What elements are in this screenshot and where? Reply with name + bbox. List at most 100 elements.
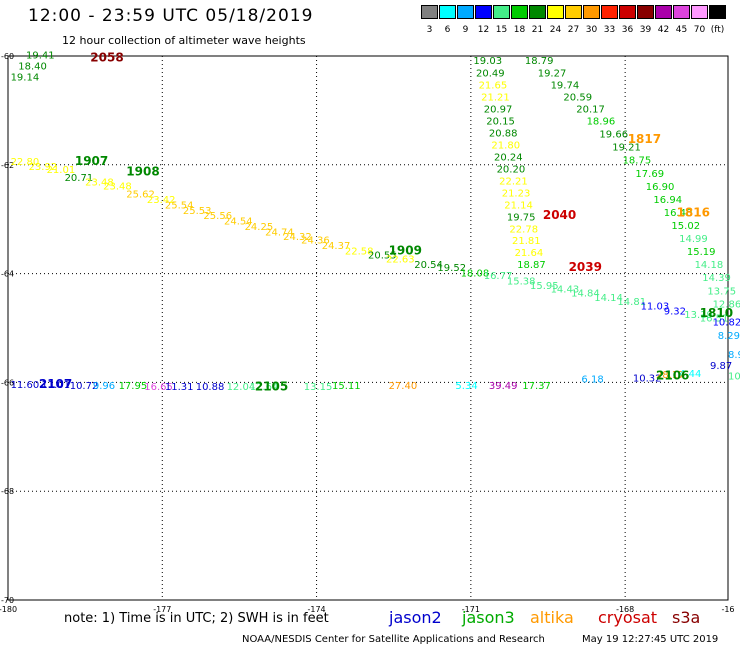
chart-title: 12:00 - 23:59 UTC 05/18/2019 [28,6,314,26]
wave-height-label: 28.17 [656,370,685,381]
wave-height-label: 4.44 [679,369,701,380]
wave-height-label: 18.08 [461,268,490,279]
wave-height-label: 10.32 [633,373,662,384]
wave-height-label: 10 [728,372,740,383]
wave-height-label: 24.25 [245,222,274,233]
wave-height-label: 16.77 [484,271,513,282]
pass-time-label: 2040 [543,208,576,222]
wave-height-label: 24.32 [283,232,312,243]
wave-height-label: 14.39 [702,273,731,284]
scale-label: 15 [495,25,508,35]
wave-height-label: 19.52 [437,263,466,274]
wave-height-label: 25.53 [183,206,212,217]
wave-height-label: 12.64 [250,382,279,393]
wave-height-label: 9.96 [93,381,115,392]
wave-height-label: 21.80 [491,140,520,151]
wave-height-label: 20.71 [65,173,94,184]
wave-height-label: 14.43 [551,285,580,296]
pass-time-label: 2107 [39,377,72,391]
pass-time-label: 2105 [255,380,288,394]
pass-time-label: 2106 [656,369,689,383]
wave-height-label: 16.40 [664,208,693,219]
wave-height-label: 18.79 [525,56,554,67]
satellite-legend-item: jason3 [462,608,515,627]
chart-subtitle: 12 hour collection of altimeter wave hei… [62,34,306,47]
scale-label: 3 [426,25,433,35]
wave-height-label: 13.75 [707,286,736,297]
scale-swatch [457,5,474,19]
credit-line: NOAA/NESDIS Center for Satellite Applica… [242,634,545,645]
wave-height-label: 12.86 [713,299,740,310]
wave-height-label: 14.84 [571,288,600,299]
scale-label: 24 [549,25,562,35]
wave-height-label: 15.02 [671,221,700,232]
wave-height-label: 21.81 [512,236,541,247]
wave-height-label: 15.11 [332,381,361,392]
pass-time-label: 1907 [75,154,108,168]
wave-height-label: 11.03 [641,302,670,313]
wave-height-label: 17.69 [635,169,664,180]
y-tick-label: -62 [1,161,14,170]
wave-height-label: 5.34 [455,381,477,392]
scale-swatch [619,5,636,19]
x-tick-label: -168 [616,605,634,614]
wave-height-label: 14.99 [679,234,708,245]
wave-height-label: 21.65 [479,81,508,92]
x-tick-label: -180 [0,605,17,614]
wave-height-label: 21.01 [47,165,76,176]
wave-height-label: 20.59 [563,93,592,104]
wave-height-label: 25.54 [165,200,194,211]
y-tick-label: -70 [1,596,14,605]
wave-height-label: 13.15 [304,382,333,393]
scale-swatch [421,5,438,19]
wave-height-label: 16.65 [144,382,173,393]
x-tick-label: -171 [462,605,480,614]
wave-height-label: 21.14 [504,200,533,211]
wave-height-label: 19.75 [507,212,536,223]
scale-swatch [439,5,456,19]
scale-swatch [709,5,726,19]
wave-height-label: 14.81 [617,297,646,308]
scale-label: 33 [603,25,616,35]
pass-time-label: 2058 [90,50,123,64]
wave-height-label: 15.38 [507,276,536,287]
pass-time-label: 1817 [628,132,661,146]
wave-height-label: 24.74 [265,228,294,239]
x-tick-label: -177 [153,605,171,614]
wave-height-label: 20.15 [486,117,515,128]
wave-height-label: 20.97 [484,105,513,116]
wave-height-label: 11.31 [165,382,194,393]
wave-height-label: 8.29 [718,331,740,342]
scale-swatch [475,5,492,19]
timestamp: May 19 12:27:45 UTC 2019 [582,634,719,645]
wave-height-label: 12.04 [227,382,256,393]
wave-height-label: 24.54 [224,217,253,228]
wave-height-label: 11.01 [41,380,70,391]
wave-height-label: 25.56 [203,211,232,222]
satellite-legend-item: altika [530,608,574,627]
scale-label: 42 [657,25,670,35]
wave-height-label: 14.18 [695,260,724,271]
pass-time-label: 1908 [126,165,159,179]
wave-height-label: 21.23 [502,188,531,199]
scale-swatch [547,5,564,19]
wave-height-label: 22.80 [11,157,40,168]
scale-swatch [691,5,708,19]
wave-height-label: 20.55 [368,250,397,261]
scale-label: 45 [675,25,688,35]
scale-swatch [511,5,528,19]
wave-height-label: 19.21 [612,143,641,154]
wave-height-label: 19.74 [551,81,580,92]
wave-height-label: 23.42 [147,195,176,206]
pass-time-label: 2039 [569,260,602,274]
scale-label: 27 [567,25,580,35]
y-tick-label: -64 [1,270,14,279]
wave-height-label: 17.37 [522,381,551,392]
scale-swatch [601,5,618,19]
scale-swatch [565,5,582,19]
wave-height-label: 20.17 [576,105,605,116]
wave-height-label: 24.37 [322,241,351,252]
scale-swatch [673,5,690,19]
wave-height-label: 15.95 [530,281,559,292]
scale-label: 12 [477,25,490,35]
